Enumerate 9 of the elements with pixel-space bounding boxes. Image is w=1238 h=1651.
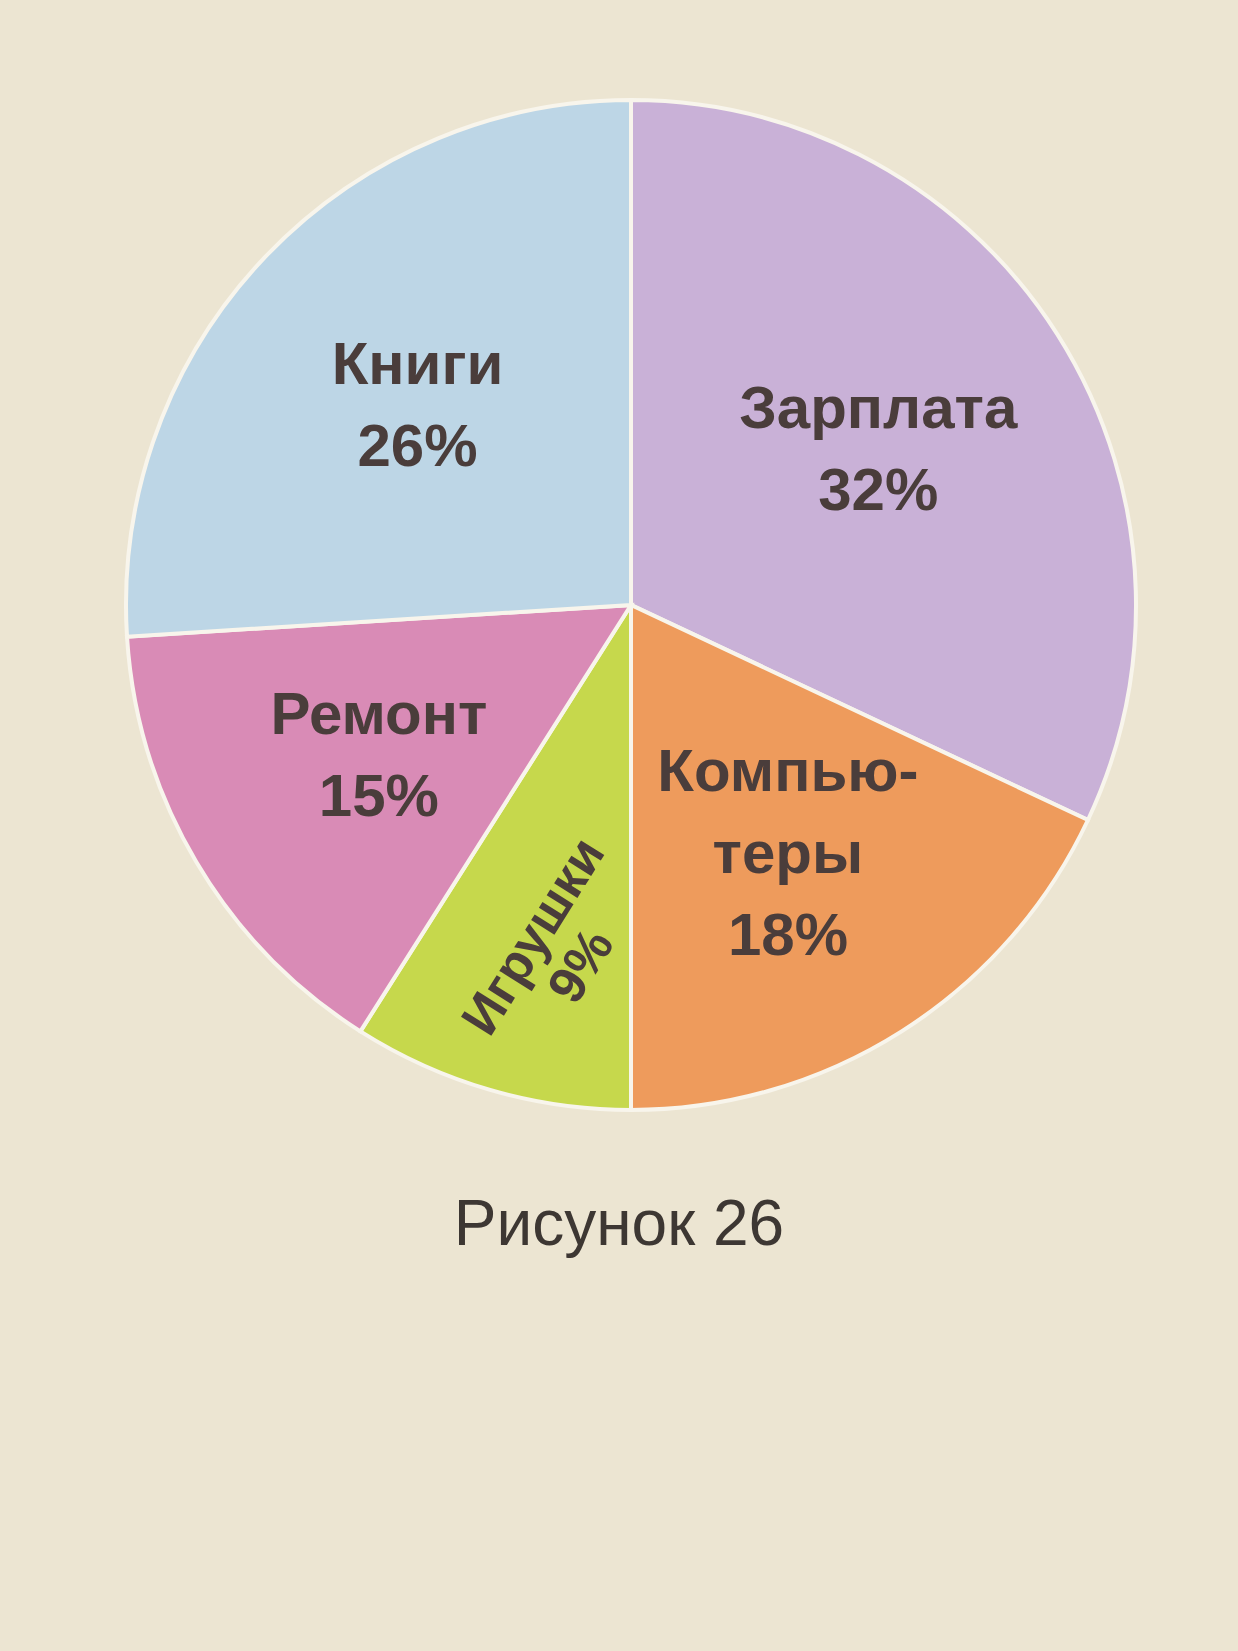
slice-label: Зарплата xyxy=(739,373,1018,441)
slice-label: Компью- теры xyxy=(657,736,919,886)
data-label: 15% xyxy=(318,761,439,829)
text: Рисунок 26 xyxy=(452,1187,786,1259)
slice-label: Книги xyxy=(331,330,504,397)
data-label: 26% xyxy=(357,412,478,479)
data-label: 32% xyxy=(818,455,939,523)
slice-label: Ремонт xyxy=(270,679,488,747)
data-label: 18% xyxy=(727,900,848,968)
